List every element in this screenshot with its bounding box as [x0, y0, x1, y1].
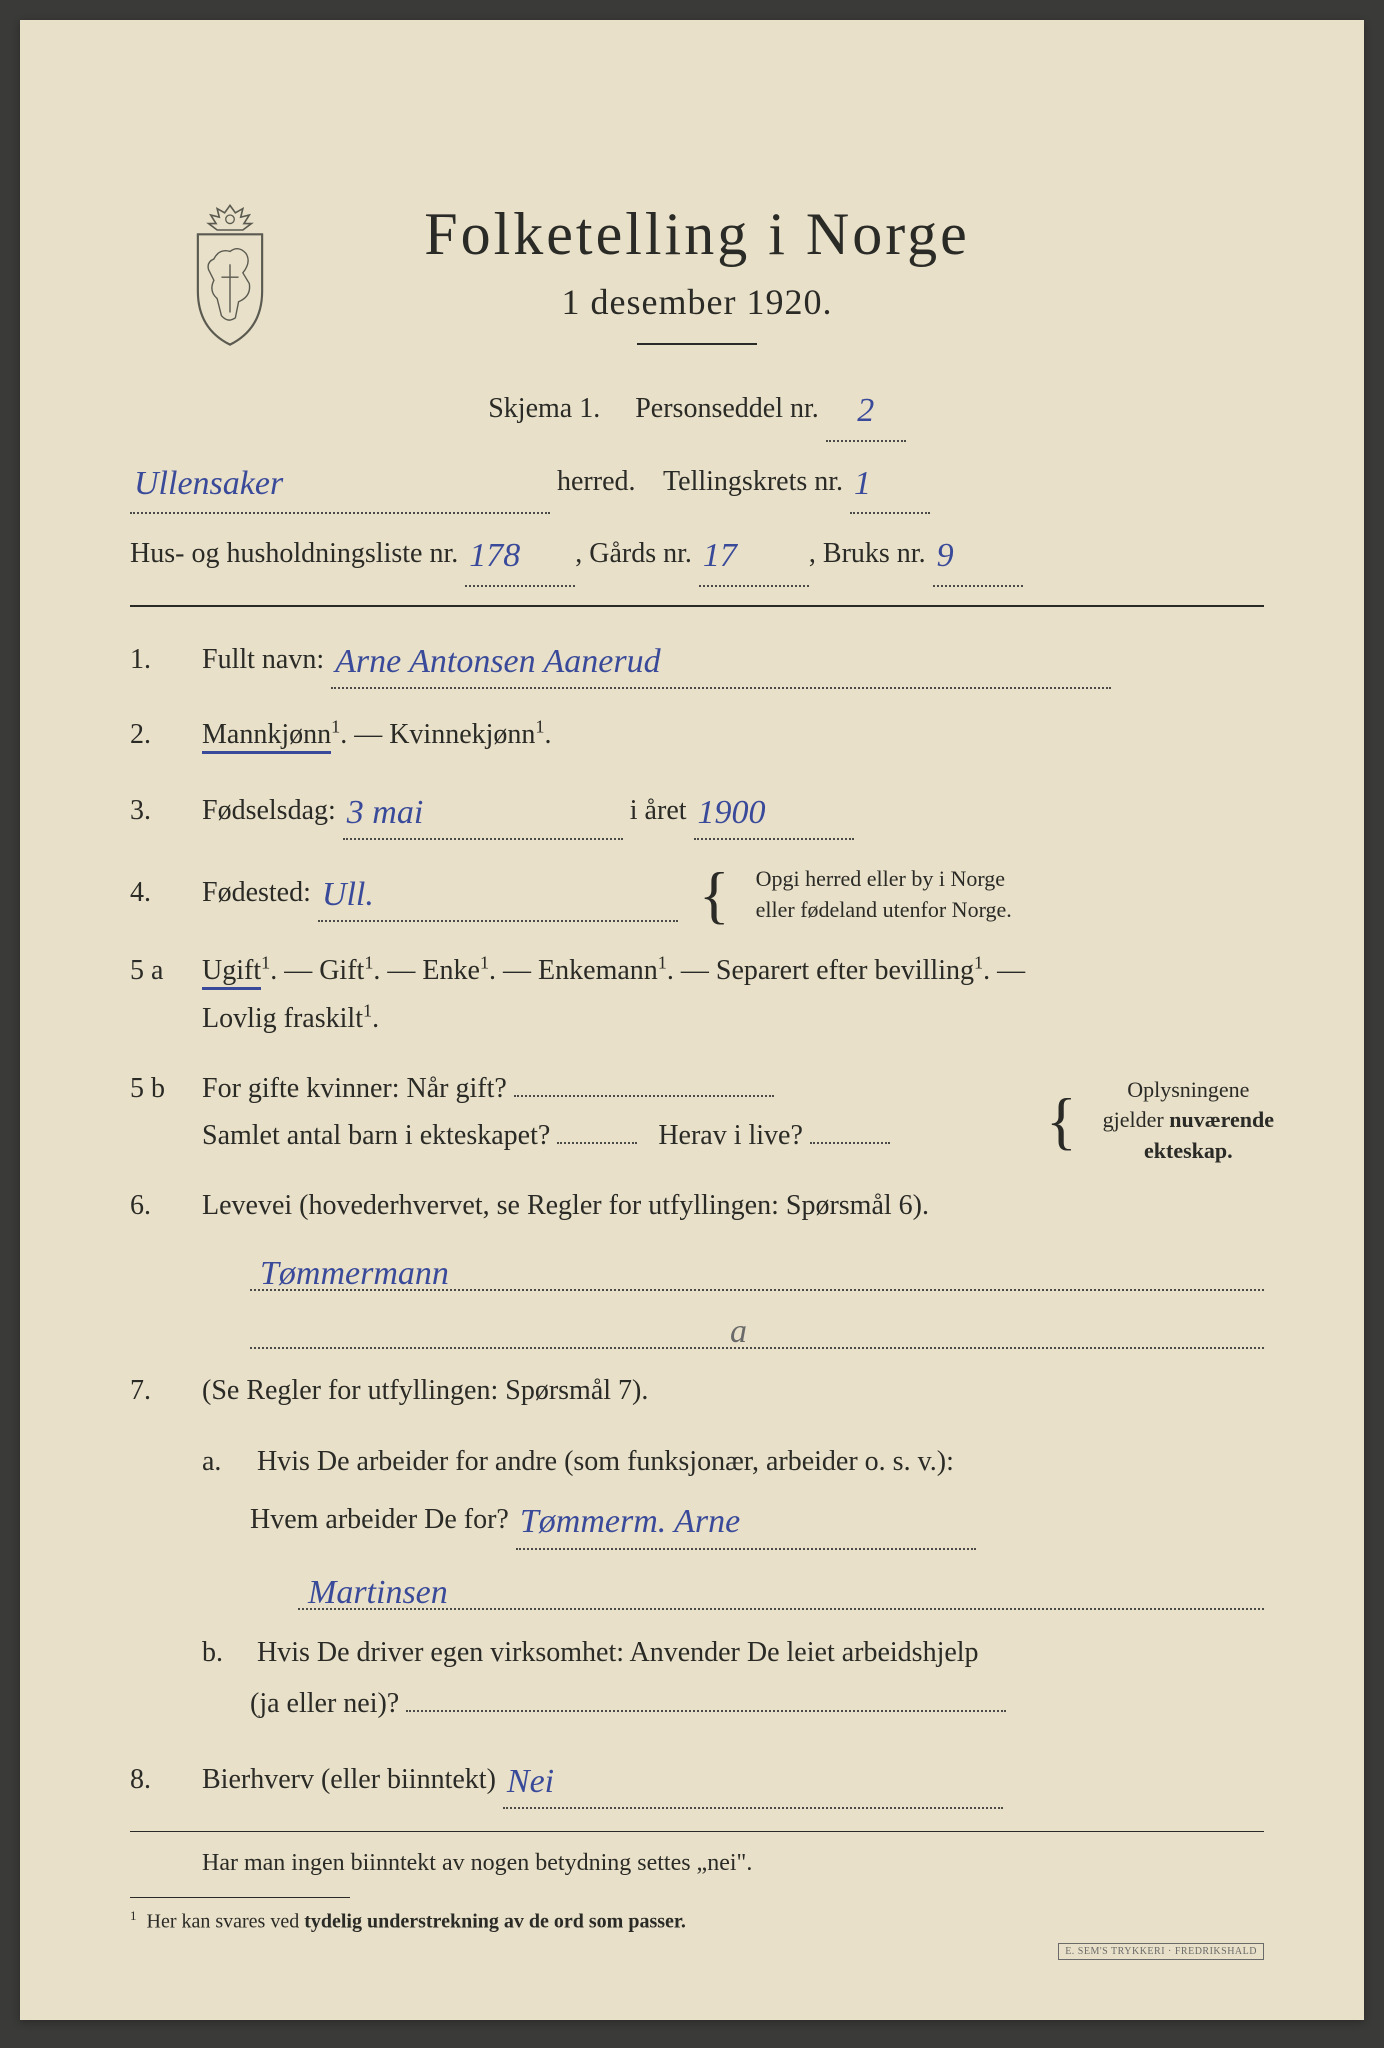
tellingskrets-label: Tellingskrets nr.: [663, 466, 843, 497]
note-l3: ekteskap.: [1144, 1138, 1233, 1163]
printer-stamp: E. SEM'S TRYKKERI · FREDRIKSHALD: [1058, 1943, 1264, 1960]
sep: —: [354, 719, 389, 750]
form-date: 1 desember 1920.: [130, 281, 1264, 323]
gender-female: Kvinnekjønn: [389, 719, 535, 750]
birthplace-note: { Opgi herred eller by i Norge eller fød…: [699, 864, 1012, 926]
q-num: 1.: [130, 636, 202, 684]
q-num: 4.: [130, 869, 202, 917]
question-7b: b. Hvis De driver egen virksomhet: Anven…: [202, 1628, 1264, 1729]
q-label: Fødested:: [202, 877, 311, 908]
instruction-note: Har man ingen biinntekt av nogen betydni…: [202, 1850, 1264, 1877]
q7a-label: Hvis De arbeider for andre (som funksjon…: [257, 1446, 954, 1477]
gards-nr: 17: [703, 524, 737, 589]
question-5b: 5 b For gifte kvinner: Når gift? { Oplys…: [130, 1065, 1264, 1160]
herred-value: Ullensaker: [134, 452, 283, 517]
full-name-value: Arne Antonsen Aanerud: [335, 633, 661, 691]
q-num: 2.: [130, 711, 202, 759]
meta-line-2: Ullensaker herred. Tellingskrets nr. 1: [130, 448, 1264, 515]
census-form-page: Folketelling i Norge 1 desember 1920. Sk…: [20, 20, 1364, 2020]
note-l1: Opgi herred eller by i Norge: [756, 866, 1005, 891]
q-num: 7.: [130, 1367, 202, 1415]
marital-ugift: Ugift: [202, 955, 261, 990]
q-num: 3.: [130, 787, 202, 835]
q6-extra: a: [730, 1313, 747, 1351]
footnote-text: 1 Her kan svares ved tydelig understrekn…: [130, 1908, 1264, 1934]
question-8: 8. Bierhverv (eller biinntekt) Nei: [130, 1749, 1264, 1809]
bruks-label: Bruks nr.: [823, 538, 926, 569]
q6-answer-2: a: [250, 1309, 1264, 1349]
meta-line-1: Skjema 1. Personseddel nr. 2: [130, 375, 1264, 442]
q6-answer-1: Tømmermann: [250, 1251, 1264, 1291]
question-7: 7. (Se Regler for utfyllingen: Spørsmål …: [130, 1367, 1264, 1415]
gards-label: Gårds nr.: [589, 538, 692, 569]
q5b-l2b: Herav i live?: [658, 1120, 803, 1151]
question-1: 1. Fullt navn: Arne Antonsen Aanerud: [130, 629, 1264, 689]
form-header: Folketelling i Norge 1 desember 1920.: [130, 200, 1264, 345]
question-2: 2. Mannkjønn1. — Kvinnekjønn1.: [130, 711, 1264, 759]
brace-icon: {: [699, 869, 730, 920]
husliste-label: Hus- og husholdningsliste nr.: [130, 538, 458, 569]
q-num: 5 b: [130, 1065, 202, 1113]
note-l1: Oplysningene: [1127, 1077, 1249, 1102]
occupation-value: Tømmermann: [260, 1255, 449, 1293]
employer-value-2: Martinsen: [308, 1574, 448, 1612]
birthplace-value: Ull.: [322, 866, 374, 924]
q7a-answer-2: Martinsen: [298, 1570, 1264, 1610]
q-label: Fullt navn:: [202, 644, 324, 675]
meta-line-3: Hus- og husholdningsliste nr. 178, Gårds…: [130, 520, 1264, 587]
divider: [637, 343, 757, 345]
q-label: (Se Regler for utfyllingen: Spørsmål 7).: [202, 1375, 648, 1406]
q-num: 6.: [130, 1182, 202, 1230]
skjema-label: Skjema 1.: [488, 393, 600, 424]
questions-block: 1. Fullt navn: Arne Antonsen Aanerud 2. …: [130, 629, 1264, 1934]
employer-value-1: Tømmerm. Arne: [520, 1491, 740, 1552]
note-l2: eller fødeland utenfor Norge.: [756, 897, 1012, 922]
question-7a: a. Hvis De arbeider for andre (som funks…: [202, 1437, 1264, 1551]
q-label: Fødselsdag:: [202, 795, 336, 826]
personseddel-label: Personseddel nr.: [635, 393, 819, 424]
husliste-nr: 178: [469, 524, 520, 589]
q-label: Levevei (hovederhvervet, se Regler for u…: [202, 1190, 929, 1221]
divider: [130, 605, 1264, 607]
question-4: 4. Fødested: Ull. { Opgi herred eller by…: [130, 862, 1264, 925]
q7b-label: Hvis De driver egen virksomhet: Anvender…: [257, 1637, 979, 1668]
herred-label: herred.: [557, 466, 636, 497]
q-num: 5 a: [130, 947, 202, 995]
marriage-note: { Oplysningene gjelder nuværende ekteska…: [1046, 1075, 1274, 1167]
sub-letter: b.: [202, 1628, 250, 1678]
question-5a: 5 a Ugift1. — Gift1. — Enke1. — Enkemann…: [130, 947, 1264, 1042]
tellingskrets-nr: 1: [854, 452, 871, 517]
divider: [130, 1831, 1264, 1832]
question-3: 3. Fødselsdag: 3 mai i året 1900: [130, 780, 1264, 840]
sub-letter: a.: [202, 1437, 250, 1487]
form-title: Folketelling i Norge: [130, 200, 1264, 269]
bruks-nr: 9: [937, 524, 954, 589]
note-l2: gjelder nuværende: [1103, 1107, 1274, 1132]
birth-year: 1900: [698, 784, 766, 842]
q-label: Bierhverv (eller biinntekt): [202, 1764, 496, 1795]
q5b-l1: For gifte kvinner: Når gift?: [202, 1073, 507, 1104]
footnote-rule: [130, 1897, 350, 1898]
gender-male: Mannkjønn: [202, 719, 331, 754]
birth-day: 3 mai: [347, 784, 424, 842]
personseddel-nr: 2: [857, 379, 874, 444]
coat-of-arms-icon: [175, 200, 285, 350]
q-num: 8.: [130, 1756, 202, 1804]
q7a-q: Hvem arbeider De for?: [250, 1504, 509, 1535]
question-6: 6. Levevei (hovederhvervet, se Regler fo…: [130, 1182, 1264, 1230]
year-label: i året: [630, 795, 687, 826]
side-occupation-value: Nei: [507, 1753, 554, 1811]
q5b-l2a: Samlet antal barn i ekteskapet?: [202, 1120, 550, 1151]
brace-icon: {: [1046, 1095, 1077, 1146]
q7b-q: (ja eller nei)?: [250, 1688, 399, 1719]
